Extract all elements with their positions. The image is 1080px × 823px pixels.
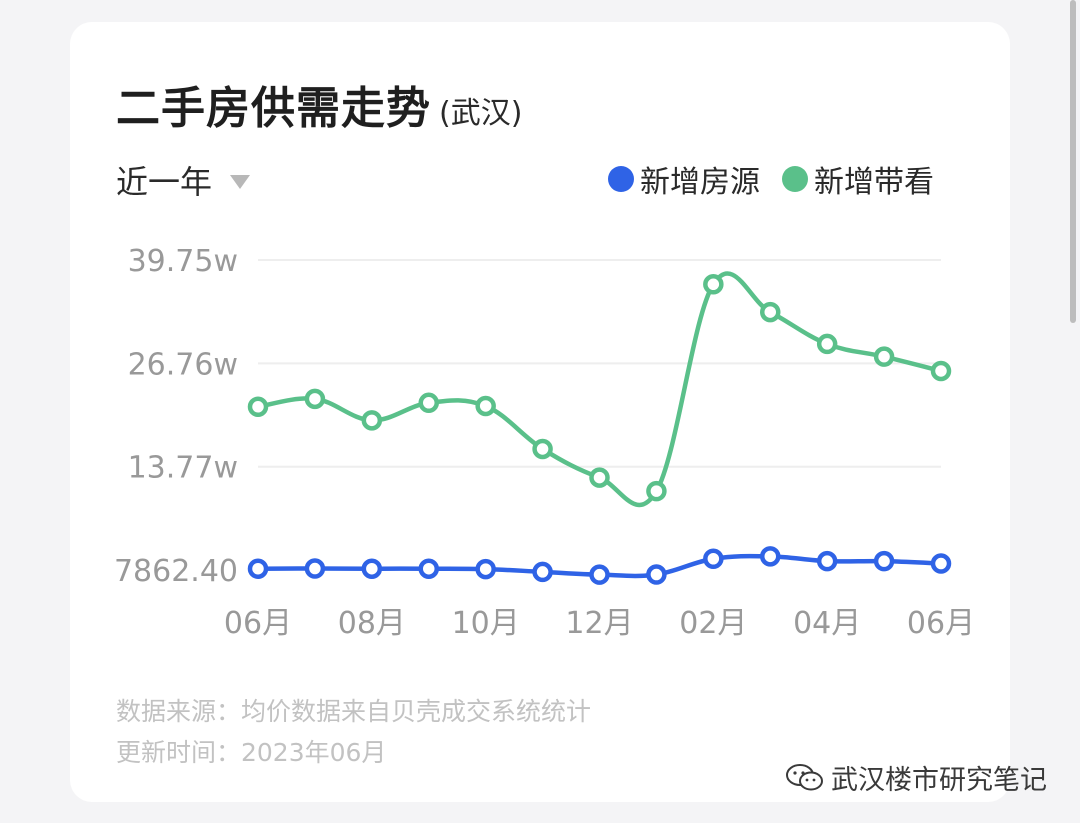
data-point[interactable] <box>589 467 610 488</box>
legend-item-listings[interactable]: 新增房源 <box>608 157 760 201</box>
data-point[interactable] <box>589 564 610 585</box>
watermark-text: 武汉楼市研究笔记 <box>831 765 1047 796</box>
data-point[interactable] <box>418 392 439 414</box>
data-point[interactable] <box>532 561 553 583</box>
range-dropdown[interactable]: 近一年 <box>116 157 251 203</box>
grid-lines <box>258 259 941 468</box>
range-dropdown-label: 近一年 <box>116 163 213 201</box>
data-point[interactable] <box>304 558 326 579</box>
data-point[interactable] <box>646 480 667 502</box>
x-tick-label: 06月 <box>907 606 975 641</box>
legend-label: 新增带看 <box>814 165 934 200</box>
y-axis-ticks: 39.75w 26.76w 13.77w 7862.40 <box>114 244 238 589</box>
data-point[interactable] <box>361 410 383 431</box>
data-point[interactable] <box>873 346 895 367</box>
title-row: 二手房供需走势 (武汉) <box>116 72 522 136</box>
data-point[interactable] <box>247 396 269 418</box>
data-point[interactable] <box>646 564 667 585</box>
page-title: 二手房供需走势 <box>116 83 431 134</box>
caret-down-icon <box>230 175 251 189</box>
x-tick-label: 12月 <box>565 606 633 641</box>
data-point[interactable] <box>703 274 724 295</box>
chart-card <box>70 22 1010 802</box>
y-tick-label: 13.77w <box>128 451 238 486</box>
data-point[interactable] <box>475 558 496 580</box>
data-point[interactable] <box>816 550 838 572</box>
page-subtitle: (武汉) <box>439 96 523 131</box>
legend-dot-icon <box>782 166 808 192</box>
x-tick-label: 08月 <box>338 606 406 641</box>
x-tick-label: 06月 <box>224 606 292 641</box>
data-point[interactable] <box>760 546 781 567</box>
data-point[interactable] <box>873 550 895 572</box>
data-point[interactable] <box>532 438 553 460</box>
scrollbar[interactable] <box>1070 0 1076 323</box>
data-point[interactable] <box>760 301 781 323</box>
legend-item-viewings[interactable]: 新增带看 <box>782 157 934 201</box>
data-point[interactable] <box>475 395 496 417</box>
y-tick-label: 7862.40 <box>114 554 238 589</box>
data-source-note: 数据来源：均价数据来自贝壳成交系统统计 <box>116 697 592 726</box>
y-tick-label: 39.75w <box>128 244 238 279</box>
data-point[interactable] <box>930 553 952 574</box>
legend-dot-icon <box>608 166 634 192</box>
data-point[interactable] <box>247 558 269 579</box>
x-tick-label: 10月 <box>452 606 520 641</box>
wechat-icon <box>785 763 825 793</box>
legend: 新增房源 新增带看 <box>608 157 934 201</box>
x-tick-label: 02月 <box>679 606 747 641</box>
x-tick-label: 04月 <box>793 606 861 641</box>
series-layer <box>247 271 952 585</box>
data-point[interactable] <box>703 548 724 570</box>
watermark: 武汉楼市研究笔记 <box>785 758 1047 797</box>
data-point[interactable] <box>304 388 326 410</box>
data-point[interactable] <box>930 360 952 382</box>
x-axis-ticks: 06月 08月 10月 12月 02月 04月 06月 <box>224 606 975 641</box>
data-point[interactable] <box>361 558 383 579</box>
y-tick-label: 26.76w <box>128 347 238 382</box>
data-point[interactable] <box>816 333 838 355</box>
legend-label: 新增房源 <box>640 165 760 200</box>
data-point[interactable] <box>418 558 439 579</box>
update-time-note: 更新时间：2023年06月 <box>116 738 387 767</box>
